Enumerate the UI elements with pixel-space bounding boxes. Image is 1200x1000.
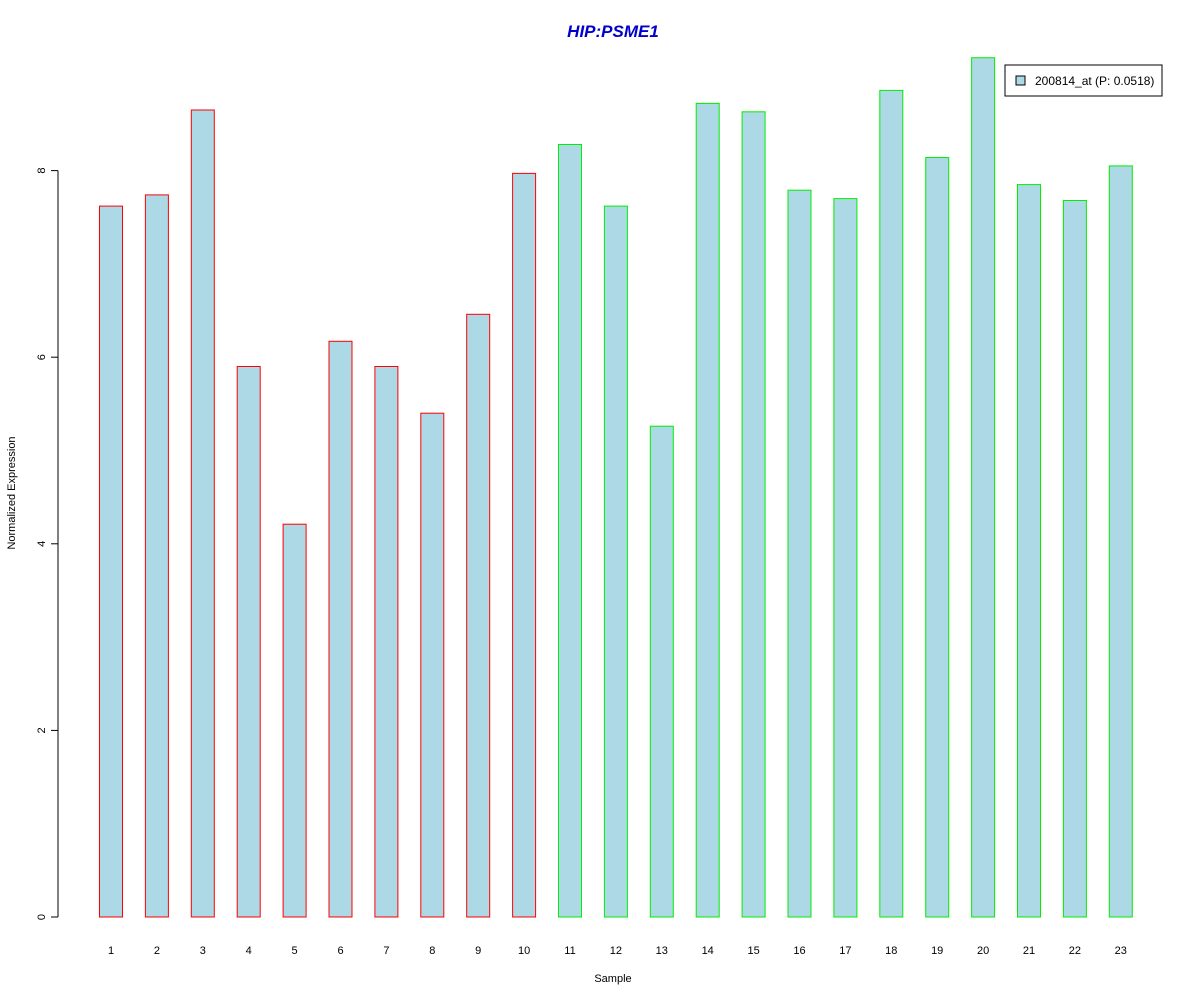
x-tick-label: 15 (747, 945, 759, 957)
x-tick-label: 16 (793, 945, 805, 957)
y-tick-label: 4 (36, 541, 48, 547)
bar-sample-8 (420, 412, 445, 918)
bar-sample-19 (925, 157, 950, 918)
bar-sample-13 (649, 425, 674, 918)
x-axis-label: Sample (594, 973, 631, 985)
x-tick-label: 2 (154, 945, 160, 957)
bar-sample-9 (466, 313, 491, 918)
bar-sample-23 (1108, 165, 1133, 918)
x-tick-labels: 1 2 3 4 5 6 7 8 9 10 11 12 13 14 15 16 17 18 19 20 21 22 23 (108, 945, 1127, 957)
x-tick-label: 22 (1069, 945, 1081, 957)
x-tick-label: 21 (1023, 945, 1035, 957)
bar-sample-12 (603, 205, 628, 918)
x-tick-label: 13 (656, 945, 668, 957)
bars-group (99, 57, 1133, 918)
y-tick-label: 8 (36, 168, 48, 174)
legend: 200814_at (P: 0.0518) (1004, 64, 1163, 97)
x-tick-label: 20 (977, 945, 989, 957)
legend-label: 200814_at (P: 0.0518) (1035, 74, 1154, 88)
x-tick-label: 6 (337, 945, 343, 957)
x-tick-label: 23 (1115, 945, 1127, 957)
bar-sample-14 (695, 102, 720, 918)
bar-sample-4 (236, 366, 261, 918)
bar-sample-20 (971, 57, 996, 918)
x-tick-label: 8 (429, 945, 435, 957)
bar-sample-15 (741, 111, 766, 918)
bar-sample-5 (282, 523, 307, 918)
bar-sample-3 (190, 109, 215, 918)
bar-sample-10 (512, 172, 537, 918)
bar-sample-7 (374, 366, 399, 918)
bar-sample-16 (787, 189, 812, 918)
x-tick-label: 19 (931, 945, 943, 957)
x-tick-label: 1 (108, 945, 114, 957)
chart-title: HIP:PSME1 (567, 22, 659, 41)
bar-sample-6 (328, 340, 353, 918)
bar-sample-17 (833, 198, 858, 918)
legend-swatch (1015, 75, 1026, 86)
x-tick-label: 7 (383, 945, 389, 957)
bar-sample-21 (1017, 184, 1041, 918)
bar-sample-18 (879, 89, 904, 918)
y-tick-label: 0 (36, 914, 48, 920)
y-axis: 0 2 4 6 8 (36, 168, 59, 920)
x-tick-label: 5 (292, 945, 298, 957)
x-tick-label: 17 (839, 945, 851, 957)
x-tick-label: 14 (702, 945, 714, 957)
x-tick-label: 10 (518, 945, 530, 957)
x-tick-label: 4 (246, 945, 252, 957)
x-tick-label: 18 (885, 945, 897, 957)
y-axis-label: Normalized Expression (6, 436, 18, 549)
x-tick-label: 11 (564, 945, 575, 957)
x-tick-label: 3 (200, 945, 206, 957)
bar-sample-2 (144, 194, 169, 918)
bar-sample-22 (1062, 200, 1087, 918)
y-tick-label: 2 (36, 727, 48, 733)
x-tick-label: 12 (610, 945, 622, 957)
bar-sample-1 (99, 205, 123, 918)
bar-sample-11 (558, 144, 582, 918)
legend-box (1004, 64, 1163, 97)
x-tick-label: 9 (475, 945, 481, 957)
y-tick-label: 6 (36, 354, 48, 360)
